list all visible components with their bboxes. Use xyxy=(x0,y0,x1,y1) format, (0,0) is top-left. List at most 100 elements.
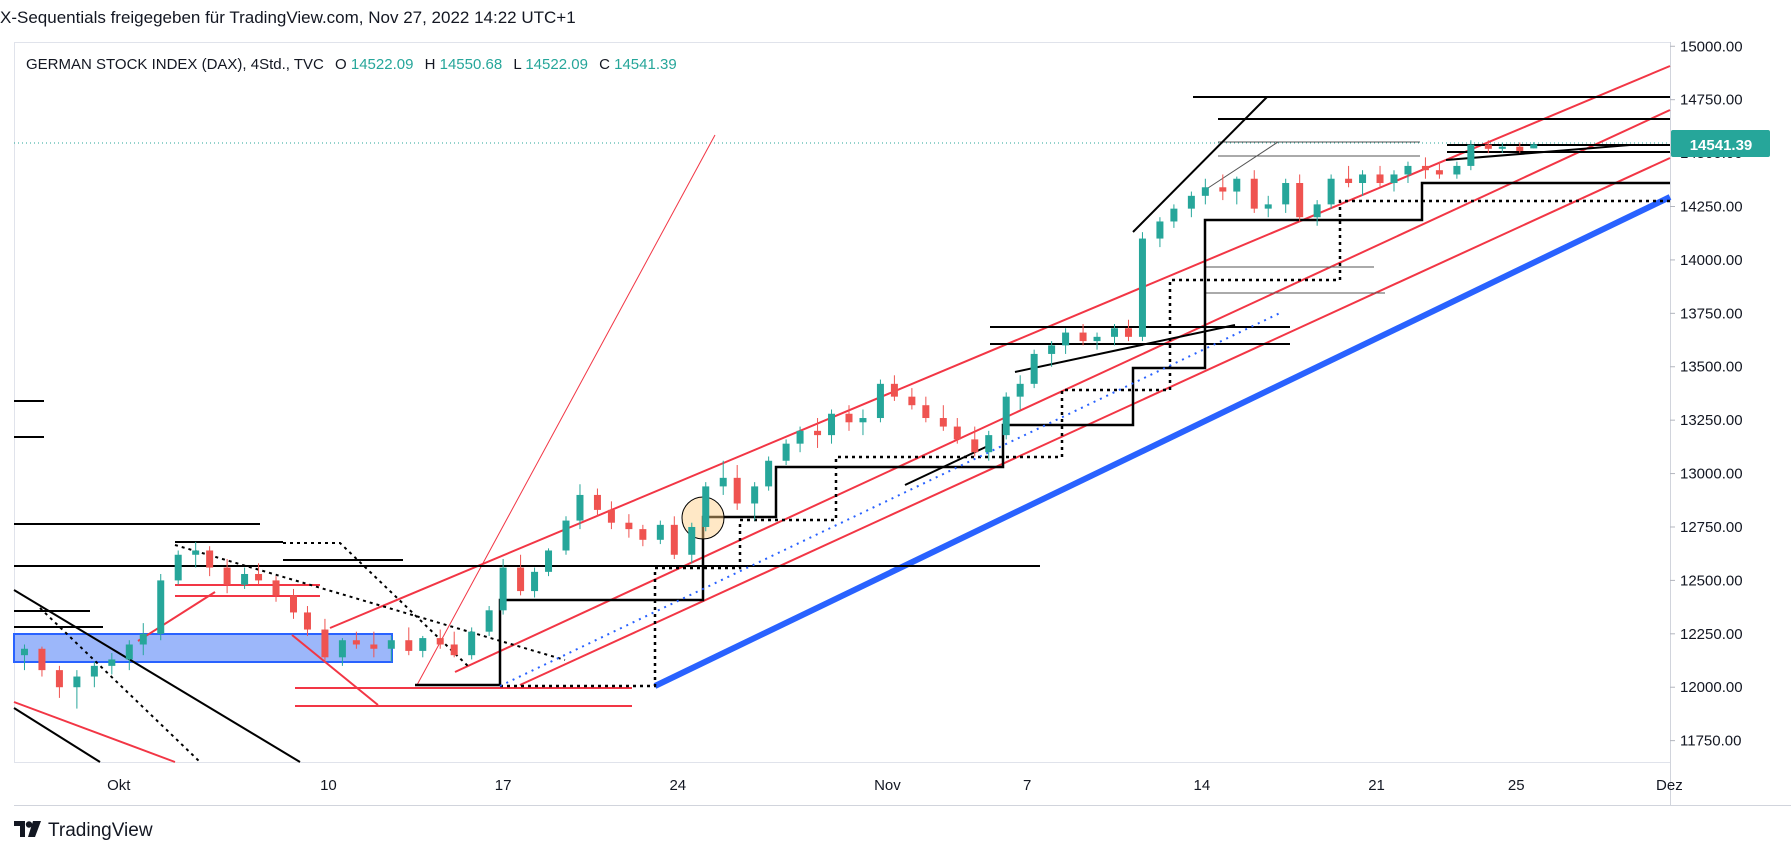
candle-body xyxy=(192,550,200,555)
legend-close-label: C xyxy=(599,56,610,73)
candle xyxy=(517,554,525,596)
black-diagonal-2[interactable] xyxy=(13,707,101,763)
candle xyxy=(206,546,214,577)
y-tick-label: 12250.00 xyxy=(1680,626,1743,643)
dotted-wedge-mid[interactable] xyxy=(283,542,471,669)
candle-body xyxy=(1219,187,1227,192)
candle xyxy=(387,635,395,662)
candle xyxy=(1345,165,1353,188)
time-axis[interactable]: Okt 10 17 24 Nov 7 14 21 25 Dez xyxy=(107,777,1683,794)
candle xyxy=(485,606,493,636)
candle-body xyxy=(1138,238,1146,337)
candle-body xyxy=(814,430,822,436)
candle xyxy=(922,396,930,423)
candle xyxy=(1327,174,1335,209)
candle-body xyxy=(688,526,696,555)
candle xyxy=(545,548,553,577)
candle-body xyxy=(1016,383,1024,397)
support-box[interactable] xyxy=(13,633,393,663)
candle-body xyxy=(953,426,961,440)
dotted-step-line[interactable] xyxy=(500,199,1670,688)
price-axis[interactable]: 11750.00 12000.00 12250.00 12500.00 12750.00… xyxy=(1670,38,1743,750)
candle xyxy=(688,522,696,564)
drawing-layer[interactable] xyxy=(13,65,1672,763)
black-wedge-line-2[interactable] xyxy=(1445,144,1631,161)
candle xyxy=(223,559,231,594)
candle-body xyxy=(255,573,263,581)
y-tick-label: 14000.00 xyxy=(1680,252,1743,269)
candle xyxy=(1062,328,1070,354)
candle-body xyxy=(321,629,329,658)
candle-body xyxy=(1111,328,1119,337)
x-tick-label: Nov xyxy=(874,777,901,794)
candle-body xyxy=(55,670,63,688)
tradingview-footer[interactable]: TradingView xyxy=(14,818,153,844)
y-tick-label: 11750.00 xyxy=(1680,733,1741,750)
candle xyxy=(751,482,759,521)
candle xyxy=(1376,165,1384,188)
black-diagonal-1[interactable] xyxy=(13,589,301,763)
candle-body xyxy=(468,631,476,656)
candle-body xyxy=(1201,187,1209,196)
candle xyxy=(192,541,200,568)
candle xyxy=(607,501,615,530)
y-tick-label: 13500.00 xyxy=(1680,359,1743,376)
candle-body xyxy=(1421,165,1429,171)
dotted-diagonal-low[interactable] xyxy=(39,607,201,763)
x-tick-label: 10 xyxy=(320,777,337,794)
black-step-line[interactable] xyxy=(415,181,1670,687)
dotted-wedge-top[interactable] xyxy=(174,544,566,661)
candle-body xyxy=(499,567,507,611)
blue-support-trendline[interactable] xyxy=(653,194,1672,689)
candle-body xyxy=(108,659,116,666)
candle-body xyxy=(876,383,884,419)
candle-body xyxy=(719,477,727,487)
current-price-tag-text: 14541.39 xyxy=(1690,137,1753,154)
y-tick-label: 12000.00 xyxy=(1680,679,1743,696)
chart-publisher-header: X-Sequentials freigegeben für TradingVie… xyxy=(0,8,576,27)
candle xyxy=(593,488,601,517)
red-lower-diagonal[interactable] xyxy=(13,701,176,763)
candle-body xyxy=(1030,353,1038,384)
candle xyxy=(1079,324,1087,346)
steep-red-ray[interactable] xyxy=(416,134,716,686)
candle xyxy=(1435,161,1443,179)
y-tick-label: 15000.00 xyxy=(1680,38,1743,55)
red-down-line[interactable] xyxy=(291,634,379,706)
tradingview-logo-icon xyxy=(14,820,42,842)
legend-symbol: GERMAN STOCK INDEX (DAX), 4Std., TVC xyxy=(26,56,324,73)
current-price-tag-bg xyxy=(1671,130,1770,157)
candle-body xyxy=(985,435,993,453)
candle xyxy=(1516,142,1524,154)
candle xyxy=(845,405,853,431)
x-tick-label: Okt xyxy=(107,777,131,794)
candle-body xyxy=(20,648,28,656)
candle xyxy=(1124,319,1132,342)
candle xyxy=(38,646,46,677)
y-tick-label: 13000.00 xyxy=(1680,466,1743,483)
candle xyxy=(289,588,297,619)
candle xyxy=(338,638,346,666)
candle-body xyxy=(139,633,147,645)
candle xyxy=(890,375,898,401)
candle-body xyxy=(796,430,804,444)
candle-body xyxy=(1516,146,1524,151)
channel-lower-line[interactable] xyxy=(519,157,1671,686)
red-ray-left[interactable] xyxy=(137,591,216,642)
legend-open-value: 14522.09 xyxy=(351,56,414,73)
candle xyxy=(272,576,280,602)
candle xyxy=(971,426,979,457)
candle-body xyxy=(922,405,930,419)
candle xyxy=(765,456,773,491)
candle xyxy=(625,514,633,538)
candle-body xyxy=(1048,345,1056,354)
candle xyxy=(20,644,28,671)
black-rising-ray[interactable] xyxy=(1132,96,1268,233)
candle xyxy=(405,627,413,656)
candle xyxy=(531,567,539,598)
candle xyxy=(859,409,867,436)
candle xyxy=(73,670,81,709)
candle-body xyxy=(174,554,182,581)
candle-body xyxy=(1156,221,1164,239)
